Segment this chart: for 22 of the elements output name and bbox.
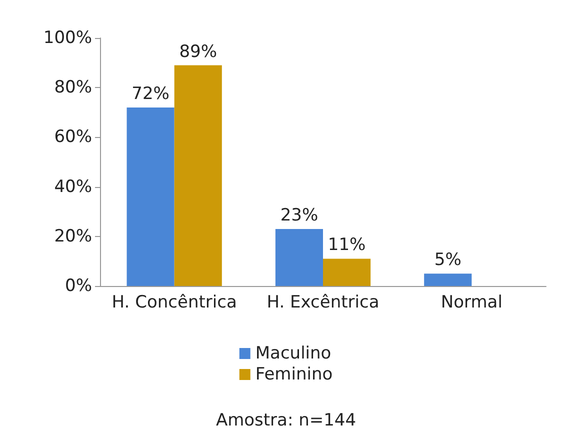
bar <box>174 65 222 286</box>
bar <box>323 258 371 286</box>
data-label: 11% <box>328 235 366 256</box>
y-tick-label: 80% <box>54 78 92 98</box>
y-tick-label: 0% <box>65 276 92 296</box>
x-tick-label: H. Excêntrica <box>266 292 380 312</box>
y-tick-label: 100% <box>43 28 92 48</box>
bar <box>424 274 472 286</box>
y-tick-label: 20% <box>54 226 92 246</box>
text: Amostra: n=144 <box>216 410 356 430</box>
x-tick-label: Normal <box>440 292 502 312</box>
bar <box>126 107 174 286</box>
data-label: 89% <box>179 42 218 62</box>
x-tick-label: H. Concêntrica <box>112 292 237 312</box>
data-label: 5% <box>434 250 462 270</box>
bar <box>275 228 323 286</box>
legend-label: Maculino <box>255 344 332 364</box>
y-tick-label: 40% <box>54 176 92 197</box>
legend-label: Feminino <box>255 364 333 384</box>
data-label: 72% <box>132 84 170 104</box>
data-label: 23% <box>280 205 318 226</box>
y-tick-label: 60% <box>54 127 92 148</box>
